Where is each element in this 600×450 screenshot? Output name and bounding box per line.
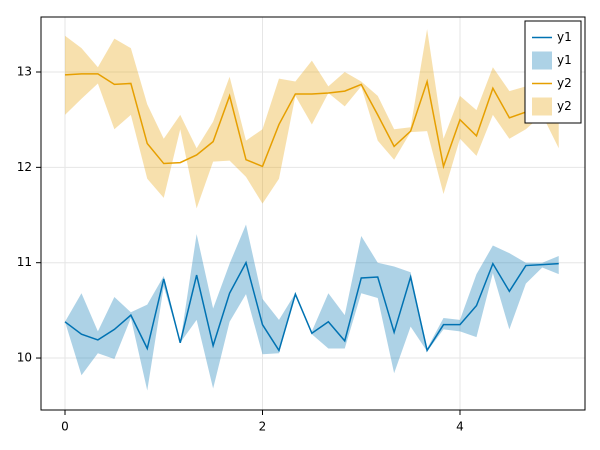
y-tick-label: 13 xyxy=(17,65,32,79)
line xyxy=(64,73,559,170)
band xyxy=(64,224,559,391)
band xyxy=(64,29,559,209)
legend-label: y1 xyxy=(557,30,572,44)
legend-label: y2 xyxy=(557,76,572,90)
frame xyxy=(40,16,586,411)
legend-label: y1 xyxy=(557,53,572,67)
legend-swatch xyxy=(532,97,552,116)
y-tick-label: 11 xyxy=(17,255,32,269)
line xyxy=(64,260,559,353)
legend-swatch xyxy=(532,51,552,70)
x-tick-label: 2 xyxy=(259,420,267,434)
legend-label: y2 xyxy=(557,99,572,113)
y-tick-label: 10 xyxy=(17,351,32,365)
legend: y1 y1 y2 y2 xyxy=(524,20,582,124)
y-tick-label: 12 xyxy=(17,160,32,174)
x-tick-label: 4 xyxy=(456,420,464,434)
x-tick-label: 0 xyxy=(61,420,69,434)
